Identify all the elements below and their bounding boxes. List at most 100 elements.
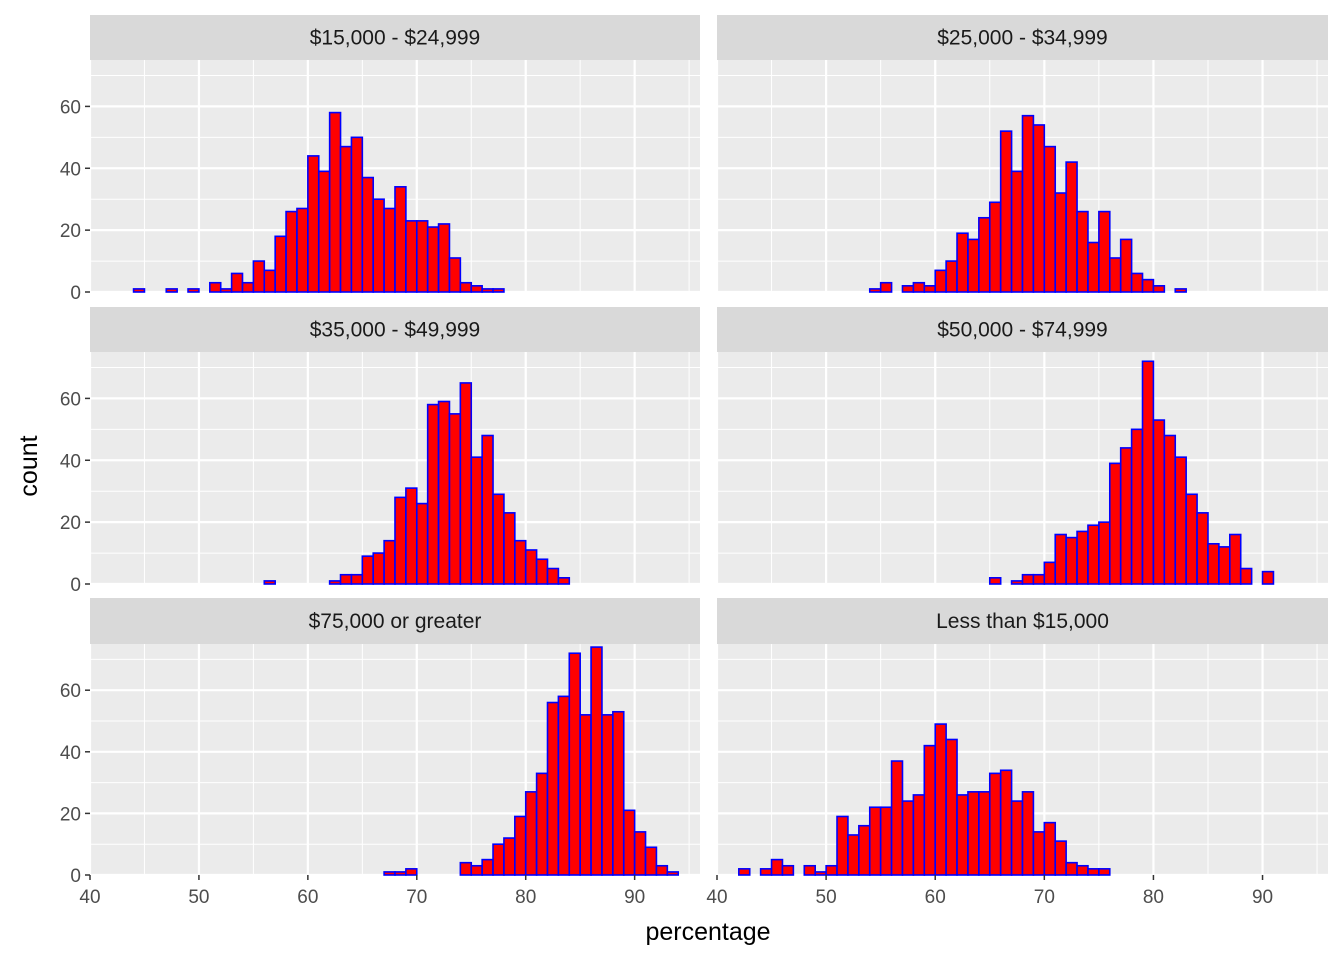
- histogram-bar: [803, 864, 816, 876]
- histogram-bar: [825, 864, 838, 876]
- histogram-bar: [383, 871, 396, 876]
- y-tick-label: 0: [70, 575, 81, 596]
- histogram-bar: [448, 413, 462, 585]
- histogram-bar: [514, 815, 527, 876]
- histogram-bar: [644, 846, 658, 876]
- histogram-bar: [912, 281, 926, 293]
- x-axis-title: percentage: [645, 918, 770, 946]
- histogram-bar: [1065, 536, 1078, 585]
- histogram-bar: [1098, 868, 1111, 876]
- histogram-bar: [546, 567, 560, 585]
- histogram-bar: [1163, 434, 1177, 585]
- x-tick-label: 50: [816, 887, 837, 908]
- histogram-bar: [633, 831, 647, 876]
- y-tick-label: 60: [60, 389, 81, 410]
- histogram-bar: [858, 824, 871, 876]
- facet-strip-label: $15,000 - $24,999: [310, 27, 480, 50]
- x-tick-label: 40: [706, 887, 727, 908]
- y-tick-label: 40: [60, 159, 81, 180]
- histogram-bar: [1185, 493, 1198, 585]
- histogram-bar: [1043, 821, 1057, 876]
- histogram-bar: [1087, 524, 1100, 585]
- histogram-bar: [868, 288, 882, 293]
- histogram-bar: [1032, 124, 1046, 293]
- histogram-bar: [339, 145, 353, 293]
- histogram-bar: [546, 701, 560, 876]
- histogram-bar: [836, 815, 849, 876]
- histogram-bar: [132, 288, 146, 293]
- histogram-bar: [1218, 546, 1231, 585]
- histogram-bar: [1076, 864, 1089, 876]
- x-tick-label: 80: [515, 887, 536, 908]
- facet-panels: $15,000 - $24,999 0 20 40 60 $25,000 - $34,99…: [60, 15, 1328, 908]
- histogram-bar: [945, 738, 958, 876]
- histogram-bar: [1043, 145, 1057, 293]
- histogram-bar: [666, 871, 680, 876]
- facet-strip: [90, 15, 700, 60]
- histogram-bar: [934, 269, 947, 293]
- facet-panel: $50,000 - $74,999: [715, 307, 1328, 586]
- histogram-bar: [1076, 530, 1089, 585]
- facet-strip-label: Less than $15,000: [936, 610, 1109, 633]
- histogram-bar: [557, 577, 571, 585]
- histogram-bar: [999, 130, 1013, 293]
- histogram-bar: [1174, 288, 1187, 293]
- histogram-bar: [1098, 521, 1111, 585]
- histogram-bar: [1054, 840, 1067, 876]
- y-axis-title: count: [15, 435, 43, 496]
- facet-strip: [717, 15, 1328, 60]
- histogram-bar: [1010, 580, 1024, 585]
- y-tick-label: 40: [60, 743, 81, 764]
- x-tick-label: 90: [624, 887, 645, 908]
- facet-strip: [717, 598, 1328, 644]
- histogram-bar: [481, 434, 494, 585]
- histogram-bar: [470, 456, 483, 585]
- histogram-bar: [492, 288, 505, 293]
- histogram-bar: [448, 257, 462, 293]
- histogram-bar: [361, 176, 375, 293]
- facet-panel: $35,000 - $49,999 0 20 40 60: [60, 307, 700, 596]
- histogram-bar: [535, 558, 549, 585]
- histogram-bar: [868, 806, 882, 876]
- facet-panel: $75,000 or greater 0 20 40 60 40 50 60 70 80 90: [60, 598, 700, 908]
- x-tick-label: 80: [1143, 887, 1164, 908]
- facet-strip-label: $35,000 - $49,999: [310, 319, 480, 342]
- histogram-bar: [459, 861, 473, 876]
- histogram-bar: [459, 382, 473, 585]
- x-tick-label: 50: [188, 887, 209, 908]
- facet-panel: $15,000 - $24,999 0 20 40 60: [60, 15, 700, 304]
- histogram-bar: [415, 502, 429, 585]
- histogram-bar: [383, 207, 396, 293]
- histogram-bar: [1021, 573, 1035, 585]
- histogram-bar: [252, 260, 266, 293]
- histogram-bar: [241, 281, 255, 293]
- histogram-bar: [263, 269, 276, 293]
- histogram-bar: [557, 695, 571, 876]
- histogram-bar: [350, 136, 364, 293]
- histogram-bar: [285, 210, 298, 293]
- histogram-bar: [781, 864, 795, 876]
- histogram-bar: [912, 794, 926, 876]
- histogram-bar: [1119, 238, 1133, 293]
- histogram-bar: [1076, 210, 1089, 293]
- histogram-bar: [263, 580, 276, 585]
- histogram-bar: [1021, 791, 1035, 876]
- histogram-bar: [923, 744, 937, 876]
- histogram-bar: [1207, 542, 1220, 585]
- x-tick-label: 70: [1034, 887, 1055, 908]
- y-tick-label: 60: [60, 681, 81, 702]
- histogram-bar: [328, 580, 342, 585]
- histogram-bar: [612, 710, 625, 876]
- histogram-bar: [1065, 161, 1078, 293]
- facet-strip: [90, 307, 700, 352]
- histogram-bar: [1032, 573, 1046, 585]
- histogram-bar: [470, 864, 483, 876]
- histogram-bar: [394, 186, 407, 293]
- y-tick-label: 60: [60, 97, 81, 118]
- histogram-bar: [1065, 861, 1078, 876]
- histogram-bar: [568, 652, 581, 876]
- histogram-bar: [901, 285, 915, 293]
- histogram-bar: [492, 493, 505, 585]
- histogram-bar: [967, 238, 980, 293]
